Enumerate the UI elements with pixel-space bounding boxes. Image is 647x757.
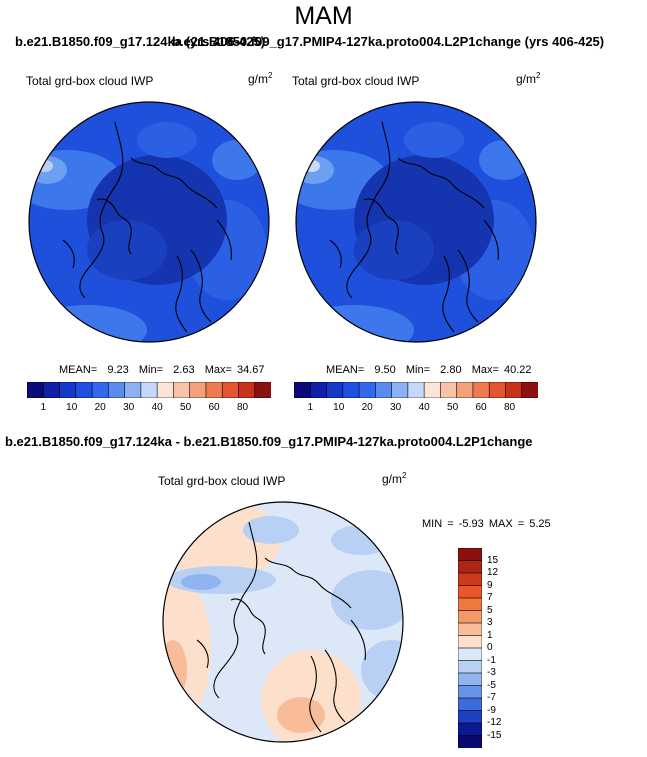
right-panel-label: Total grd-box cloud IWP (292, 74, 420, 88)
colorbar-swatch (458, 722, 482, 737)
colorbar-tick-label: 9 (487, 579, 493, 591)
colorbar-tick-label: 40 (418, 402, 430, 413)
colorbar-tick-label: 12 (487, 567, 499, 578)
colorbar-tick-label: 3 (487, 617, 493, 628)
colorbar-swatch (407, 382, 425, 398)
colorbar-swatch (91, 382, 110, 398)
colorbar-swatch (458, 672, 482, 687)
colorbar-tick-label: -3 (487, 667, 496, 678)
colorbar-swatch (458, 585, 482, 599)
colorbar-swatch (108, 382, 126, 398)
colorbar-swatch (294, 382, 312, 398)
colorbar-swatch (505, 382, 523, 398)
colorbar-tick-label: 50 (447, 402, 459, 413)
colorbar-tick-label: 7 (487, 592, 493, 603)
colorbar-swatch (189, 382, 207, 398)
colorbar-swatch (173, 382, 191, 398)
colorbar-swatch (75, 382, 93, 398)
left-colorbar (27, 382, 271, 398)
colorbar-tick-label: 80 (503, 402, 516, 413)
diff-title: b.e21.B1850.f09_g17.124ka - b.e21.B1850.… (5, 434, 533, 449)
diff-coastlines (196, 521, 366, 733)
colorbar-swatch (472, 382, 491, 398)
colorbar-swatch (59, 382, 77, 398)
colorbar-tick-label: 30 (123, 402, 135, 413)
colorbar-swatch (458, 548, 482, 562)
diff-panel-unit: g/m2 (382, 471, 407, 487)
colorbar-swatch (124, 382, 142, 398)
colorbar-swatch (440, 382, 458, 398)
case-title-right: b.e21.B1850.f09_g17.PMIP4-127ka.proto004… (172, 34, 605, 49)
colorbar-tick-label: 60 (208, 402, 220, 413)
colorbar-swatch (27, 382, 45, 398)
colorbar-swatch (205, 382, 224, 398)
colorbar-swatch (156, 382, 175, 398)
colorbar-swatch (342, 382, 360, 398)
colorbar-tick-label: 10 (333, 402, 345, 413)
diff-stats: MIN = -5.93 MAX = 5.25 (422, 518, 551, 530)
colorbar-swatch (309, 382, 328, 398)
colorbar-swatch (521, 382, 538, 398)
colorbar-swatch (221, 382, 240, 398)
colorbar-tick-label: -12 (487, 717, 502, 728)
colorbar-swatch (458, 660, 482, 674)
season-title: MAM (294, 2, 353, 30)
colorbar-tick-label: -15 (487, 729, 502, 741)
left-panel-unit: g/m2 (248, 71, 273, 87)
colorbar-swatch (458, 685, 482, 699)
colorbar-tick-label: 1 (40, 402, 47, 413)
diff-panel-label: Total grd-box cloud IWP (158, 474, 286, 488)
diff-polar-map (162, 501, 404, 743)
colorbar-tick-label: 20 (94, 402, 106, 413)
colorbar-tick-label: -9 (487, 704, 496, 716)
colorbar-swatch (458, 647, 482, 662)
left-panel-label: Total grd-box cloud IWP (26, 74, 154, 88)
colorbar-tick-label: 15 (487, 554, 499, 566)
colorbar-swatch (458, 610, 482, 624)
diff-colorbar (458, 548, 482, 748)
colorbar-tick-label: -5 (487, 679, 496, 691)
colorbar-tick-label: 1 (487, 629, 493, 641)
left-polar-map (28, 101, 270, 343)
colorbar-tick-label: 10 (66, 402, 78, 413)
colorbar-swatch (458, 622, 482, 637)
right-panel-unit: g/m2 (516, 71, 541, 87)
colorbar-tick-label: -1 (487, 654, 496, 666)
colorbar-swatch (423, 382, 442, 398)
colorbar-tick-label: -7 (487, 692, 496, 703)
colorbar-tick-label: 60 (475, 402, 487, 413)
colorbar-swatch (456, 382, 474, 398)
colorbar-swatch (326, 382, 344, 398)
left-coastlines (62, 121, 232, 333)
colorbar-tick-label: 40 (151, 402, 163, 413)
colorbar-swatch (458, 710, 482, 724)
colorbar-tick-label: 20 (361, 402, 373, 413)
colorbar-swatch (458, 635, 482, 649)
colorbar-swatch (458, 572, 482, 587)
colorbar-swatch (238, 382, 256, 398)
colorbar-swatch (375, 382, 393, 398)
colorbar-tick-label: 30 (390, 402, 402, 413)
colorbar-tick-label: 5 (487, 604, 493, 616)
left-stats: MEAN= 9.23 Min= 2.63 Max= 34.67 (59, 364, 265, 376)
colorbar-swatch (458, 735, 482, 748)
colorbar-swatch (254, 382, 271, 398)
right-colorbar (294, 382, 538, 398)
colorbar-tick-label: 1 (307, 402, 314, 413)
colorbar-swatch (358, 382, 377, 398)
right-polar-map (295, 101, 537, 343)
colorbar-swatch (140, 382, 158, 398)
colorbar-swatch (458, 697, 482, 712)
colorbar-tick-label: 50 (180, 402, 192, 413)
case-title-left: b.e21.B1850.f09_g17.124ka (yrs 406-425) (15, 34, 266, 49)
colorbar-swatch (458, 560, 482, 574)
colorbar-swatch (42, 382, 61, 398)
colorbar-swatch (391, 382, 409, 398)
colorbar-tick-label: 80 (236, 402, 249, 413)
right-coastlines (329, 121, 499, 333)
colorbar-swatch (488, 382, 507, 398)
colorbar-tick-label: 0 (487, 642, 493, 653)
right-stats: MEAN= 9.50 Min= 2.80 Max= 40.22 (326, 364, 532, 376)
colorbar-swatch (458, 597, 482, 612)
